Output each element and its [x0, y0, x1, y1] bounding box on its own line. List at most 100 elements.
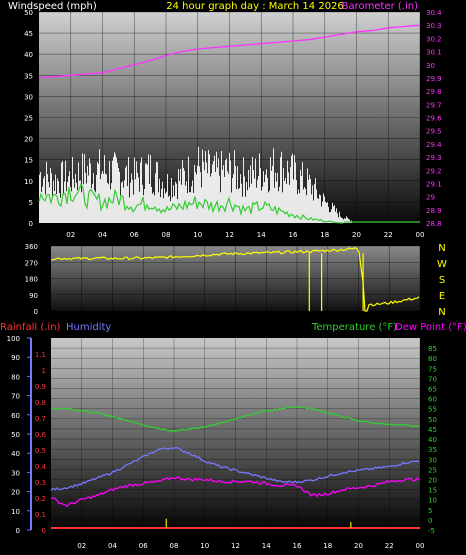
rainfall-tick-label: 0.9 — [35, 383, 46, 391]
temperature-x-tick-label: 18 — [323, 542, 332, 550]
barometer-tick-label: 29 — [426, 194, 435, 202]
dewpoint-series-line — [50, 476, 420, 508]
temperature-tick-label: 20 — [428, 476, 437, 484]
direction-tick-label: 0 — [34, 308, 38, 316]
temperature-panel-series — [50, 406, 420, 529]
chart-title: 24 hour graph day : March 14 2026 — [166, 1, 344, 12]
barometer-tick-label: 28.9 — [426, 207, 442, 215]
rainfall-tick-label: 0 — [42, 527, 46, 535]
wind-x-tick-label: 04 — [98, 231, 107, 239]
wind-tick-label: 30 — [24, 93, 33, 101]
direction-tick-label: 360 — [25, 243, 38, 251]
barometer-tick-label: 29.6 — [426, 115, 442, 123]
humidity-tick-label: 100 — [7, 335, 20, 343]
temperature-x-tick-label: 10 — [200, 542, 209, 550]
wind-x-tick-label: 20 — [352, 231, 361, 239]
temperature-tick-label: 45 — [428, 426, 437, 434]
temperature-x-tick-label: 22 — [385, 542, 394, 550]
direction-tick-label: 90 — [29, 292, 38, 300]
rainfall-tick-label: 0.6 — [35, 431, 47, 439]
compass-north-top: N — [438, 243, 445, 254]
wind-x-tick-label: 12 — [225, 231, 234, 239]
wind-tick-label: 15 — [24, 157, 33, 165]
barometer-axis-label: Barometer (.in) — [342, 1, 418, 12]
barometer-tick-label: 29.5 — [426, 128, 442, 136]
barometer-series-line — [38, 24, 421, 79]
compass-labels: N W S E N — [437, 243, 447, 318]
rainfall-tick-label: 0.1 — [35, 511, 46, 519]
dewpoint-axis-label: Dew Point (°F) — [395, 322, 466, 333]
temperature-x-tick-label: 12 — [231, 542, 240, 550]
humidity-tick-label: 70 — [11, 393, 20, 401]
temperature-tick-label: 0 — [428, 517, 432, 525]
temperature-tick-label: 35 — [428, 446, 437, 454]
humidity-tick-label: 20 — [11, 489, 20, 497]
wind-tick-label: 40 — [24, 51, 33, 59]
temperature-tick-label: 40 — [428, 436, 437, 444]
barometer-tick-label: 29.9 — [426, 75, 442, 83]
temperature-tick-label: 10 — [428, 497, 437, 505]
rainfall-tick-label: 0.8 — [35, 399, 46, 407]
wind-x-tick-label: 16 — [289, 231, 298, 239]
barometer-tick-label: 29.2 — [426, 167, 442, 175]
wind-tick-label: 35 — [24, 72, 33, 80]
humidity-axis-label: Humidity — [66, 322, 111, 333]
temperature-axis-label: Temperature (°F) — [311, 322, 397, 333]
temperature-x-tick-label: 04 — [108, 542, 117, 550]
wind-left-axis: 0 5 10 15 20 25 30 35 40 45 50 — [24, 9, 33, 228]
wind-tick-label: 20 — [24, 136, 33, 144]
barometer-tick-label: 29.8 — [426, 88, 442, 96]
temperature-x-tick-label: 02 — [77, 542, 86, 550]
temperature-tick-label: 75 — [428, 365, 437, 373]
temperature-panel-grid — [51, 338, 421, 531]
temperature-panel-axes: -505101520253035404550556065707580850102… — [7, 335, 437, 535]
temperature-tick-label: 50 — [428, 416, 437, 424]
compass-east: E — [439, 291, 445, 302]
temperature-x-tick-label: 00 — [416, 542, 425, 550]
wind-x-tick-label: 10 — [193, 231, 202, 239]
direction-left-axis: 0 90 180 270 360 — [25, 243, 38, 316]
barometer-tick-label: 28.8 — [426, 220, 442, 228]
temperature-x-tick-label: 06 — [139, 542, 148, 550]
barometer-tick-label: 29.3 — [426, 154, 442, 162]
humidity-tick-label: 80 — [11, 373, 20, 381]
direction-panel-grid — [51, 245, 421, 312]
temperature-x-tick-label: 14 — [262, 542, 271, 550]
compass-west: W — [437, 259, 447, 270]
humidity-tick-label: 40 — [11, 450, 20, 458]
wind-x-tick-label: 22 — [384, 231, 393, 239]
temperature-series-line — [51, 406, 420, 433]
wind-tick-label: 5 — [29, 199, 33, 207]
barometer-tick-label: 30.3 — [426, 22, 442, 30]
direction-tick-label: 270 — [25, 259, 38, 267]
temperature-panel-x-axis: 02 04 06 08 10 12 14 16 18 20 22 00 — [77, 542, 424, 550]
rainfall-tick-label: 0.2 — [35, 495, 46, 503]
humidity-tick-label: 90 — [11, 354, 20, 362]
temperature-tick-label: 70 — [428, 375, 437, 383]
wind-panel-x-axis: 02 04 06 08 10 12 14 16 18 20 22 00 — [66, 231, 424, 239]
wind-tick-label: 45 — [24, 30, 33, 38]
wind-x-tick-label: 08 — [162, 231, 171, 239]
barometer-tick-label: 30.2 — [426, 35, 442, 43]
wind-x-tick-label: 14 — [257, 231, 266, 239]
barometer-tick-label: 29.1 — [426, 180, 442, 188]
barometer-tick-label: 30 — [426, 62, 435, 70]
temperature-tick-label: 15 — [428, 487, 437, 495]
gust-series-line — [38, 182, 343, 224]
rainfall-tick-label: 1.1 — [35, 351, 46, 359]
direction-series-line — [50, 247, 420, 312]
humidity-tick-label: 60 — [11, 412, 20, 420]
wind-x-tick-label: 06 — [130, 231, 139, 239]
temperature-tick-label: 5 — [428, 507, 432, 515]
temperature-tick-label: 25 — [428, 466, 437, 474]
rainfall-axis-label: Rainfall (.in) — [0, 322, 61, 333]
wind-x-tick-label: 18 — [320, 231, 329, 239]
barometer-right-axis: 28.8 28.9 29 29.1 29.2 29.3 29.4 29.5 29.6 29.7 29… — [426, 9, 442, 228]
wind-panel-series — [38, 24, 421, 224]
temperature-tick-label: 80 — [428, 355, 437, 363]
temperature-tick-label: 85 — [428, 345, 437, 353]
direction-panel-series — [50, 247, 420, 312]
humidity-series-line — [50, 446, 420, 491]
humidity-tick-label: 30 — [11, 469, 20, 477]
